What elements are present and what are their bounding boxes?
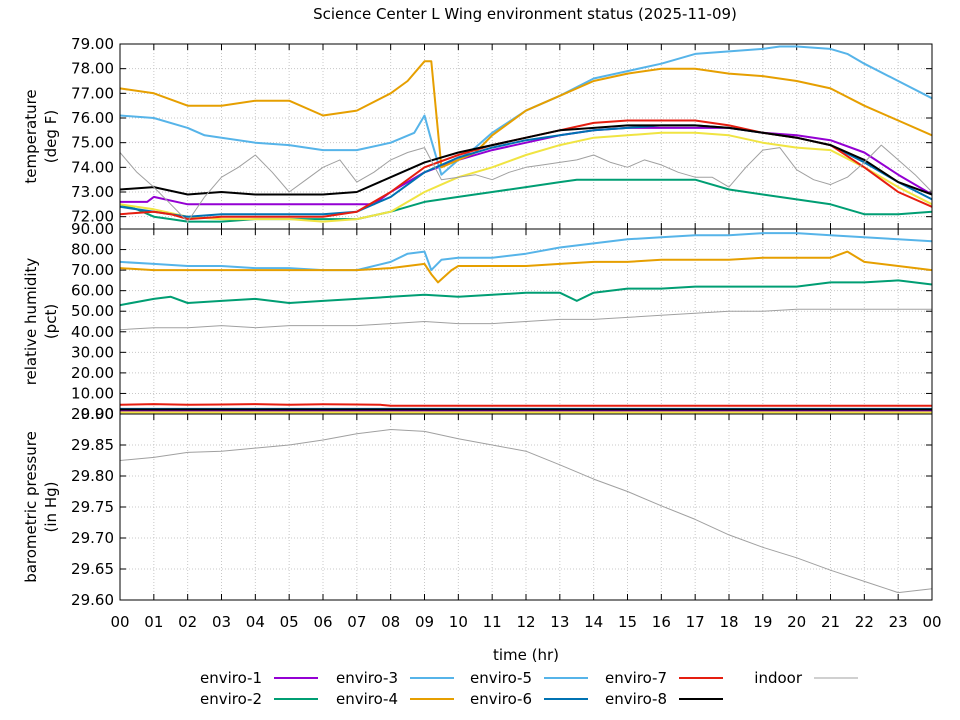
legend-label-enviro-3: enviro-3 [336, 669, 398, 687]
y-tick-label: 77.00 [71, 84, 114, 102]
y-tick-label: 73.00 [71, 183, 114, 201]
y-tick-label: 90.00 [71, 220, 114, 238]
y-tick-label: 29.75 [71, 498, 114, 516]
panel-pressure: 29.60 29.65 29.70 29.75 29.80 29.85 29.90 barom… [22, 405, 933, 609]
x-tick-label: 00 [110, 613, 129, 631]
x-tick-label: 15 [618, 613, 637, 631]
series-line-enviro-2 [120, 178, 932, 223]
series-line-enviro-7 [120, 403, 932, 407]
panel-temperature: 72.00 73.00 74.00 75.00 76.00 77.00 78.00 79.00… [22, 35, 933, 230]
y-tick-label: 70.00 [71, 261, 114, 279]
y-tick-label: 29.60 [71, 591, 114, 609]
legend-label-enviro-5: enviro-5 [470, 669, 532, 687]
y-tick-label: 29.80 [71, 467, 114, 485]
x-tick-label: 18 [719, 613, 738, 631]
legend: enviro-1 enviro-2 enviro-3 enviro-4 enviro-5… [200, 669, 858, 708]
y-tick-label: 78.00 [71, 60, 114, 78]
series-group [120, 232, 932, 414]
x-tick-label: 17 [686, 613, 705, 631]
x-tick-label: 04 [246, 613, 265, 631]
y-axis-label-line: temperature [22, 89, 40, 183]
series-group [120, 429, 932, 594]
x-tick-label: 01 [144, 613, 163, 631]
legend-label-enviro-6: enviro-6 [470, 690, 532, 708]
x-tick-label: 03 [212, 613, 231, 631]
y-tick-label: 29.90 [71, 405, 114, 423]
y-tick-label: 29.70 [71, 529, 114, 547]
x-tick-label: 07 [347, 613, 366, 631]
x-tick-label: 22 [855, 613, 874, 631]
x-tick-label: 05 [280, 613, 299, 631]
series-line-enviro-4 [120, 250, 932, 284]
legend-label-indoor: indoor [754, 669, 803, 687]
x-tick-label: 08 [381, 613, 400, 631]
x-tick-label: 20 [787, 613, 806, 631]
y-tick-label: 29.85 [71, 436, 114, 454]
y-tick-label: 50.00 [71, 302, 114, 320]
y-axis-label-humidity: relative humidity (pct) [22, 258, 60, 386]
legend-label-enviro-7: enviro-7 [605, 669, 667, 687]
legend-label-enviro-2: enviro-2 [200, 690, 262, 708]
y-axis-label-line: barometric pressure [22, 431, 40, 583]
y-axis-label-pressure: barometric pressure (in Hg) [22, 431, 60, 583]
x-tick-label: 00 [922, 613, 941, 631]
series-line-enviro-2 [120, 279, 932, 307]
series-line-indoor [120, 429, 932, 594]
legend-label-enviro-1: enviro-1 [200, 669, 262, 687]
y-tick-label: 40.00 [71, 323, 114, 341]
y-tick-label: 75.00 [71, 134, 114, 152]
x-tick-label: 06 [313, 613, 332, 631]
y-tick-label: 80.00 [71, 241, 114, 259]
x-tick-label: 11 [483, 613, 502, 631]
series-line-enviro-5 [120, 131, 932, 223]
y-tick-label: 30.00 [71, 343, 114, 361]
x-tick-label: 19 [753, 613, 772, 631]
x-tick-labels: 00 01 02 03 04 05 06 07 08 09 10 11 12 13 14 15 16 17 18 19… [110, 613, 941, 631]
y-axis-label-line: (in Hg) [42, 482, 60, 533]
series-line-enviro-1 [120, 126, 932, 206]
x-tick-label: 13 [550, 613, 569, 631]
y-axis-label-line: relative humidity [22, 258, 40, 386]
series-line-enviro-3 [120, 232, 932, 272]
x-tick-label: 10 [449, 613, 468, 631]
series-line-enviro-3 [120, 45, 932, 176]
y-tick-label: 10.00 [71, 384, 114, 402]
x-axis-label: time (hr) [493, 646, 559, 664]
x-tick-label: 16 [652, 613, 671, 631]
y-axis-label-temperature: temperature (deg F) [22, 89, 60, 183]
panel-humidity: 0.00 10.00 20.00 30.00 40.00 50.00 60.00 70.00 8… [22, 220, 933, 423]
y-tick-label: 0.00 [81, 405, 114, 423]
x-tick-label: 23 [889, 613, 908, 631]
x-tick-label: 02 [178, 613, 197, 631]
series-group [120, 45, 932, 223]
chart-title: Science Center L Wing environment status… [313, 5, 737, 23]
series-line-indoor [120, 308, 932, 331]
legend-label-enviro-8: enviro-8 [605, 690, 667, 708]
y-tick-label: 72.00 [71, 208, 114, 226]
x-tick-label: 12 [516, 613, 535, 631]
x-tick-label: 14 [584, 613, 603, 631]
y-tick-label: 79.00 [71, 35, 114, 53]
y-tick-label: 20.00 [71, 364, 114, 382]
legend-label-enviro-4: enviro-4 [336, 690, 398, 708]
series-line-enviro-8 [120, 124, 932, 196]
y-axis-label-line: (deg F) [42, 110, 60, 163]
y-tick-label: 60.00 [71, 282, 114, 300]
series-line-indoor [120, 144, 932, 223]
x-tick-label: 21 [821, 613, 840, 631]
y-tick-label: 29.65 [71, 560, 114, 578]
y-tick-label: 76.00 [71, 109, 114, 127]
y-tick-label: 74.00 [71, 158, 114, 176]
x-tick-label: 09 [415, 613, 434, 631]
y-axis-label-line: (pct) [42, 304, 60, 339]
plot-frame [119, 413, 933, 601]
